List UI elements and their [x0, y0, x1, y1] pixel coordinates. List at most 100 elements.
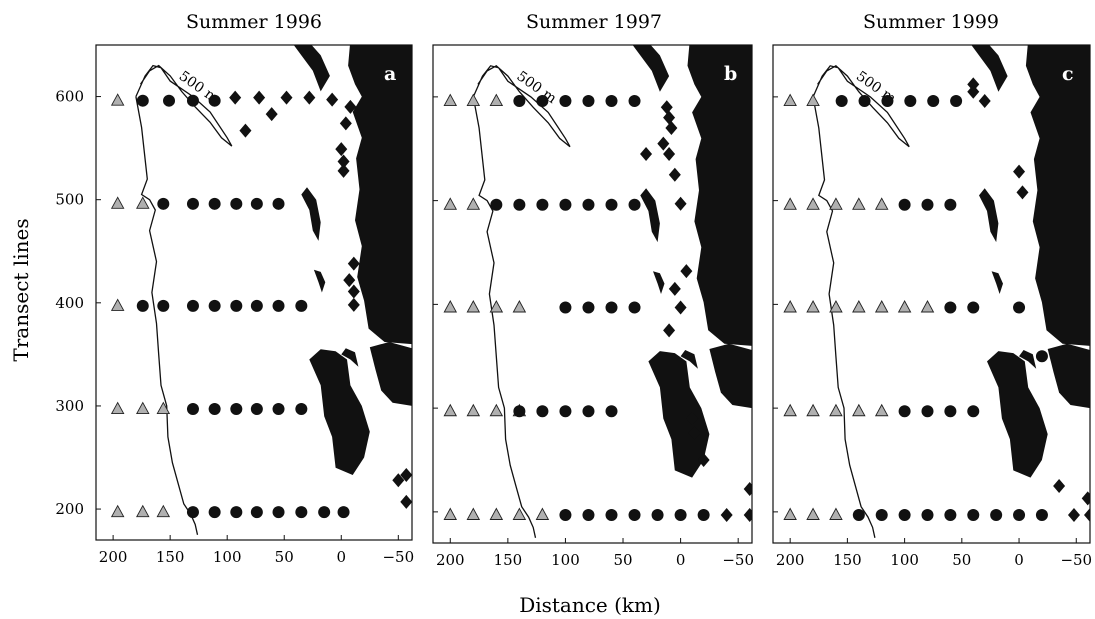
triangle-point: [535, 507, 550, 520]
circle-point: [582, 198, 595, 211]
small-island-2: [313, 269, 326, 293]
diamond-point: [674, 196, 687, 211]
circle-point: [295, 403, 308, 416]
diamond-point: [660, 100, 673, 115]
diamond-point: [265, 107, 278, 122]
circle-point: [651, 508, 664, 521]
data-markers: [110, 90, 412, 519]
circle-point: [186, 403, 199, 416]
circle-point: [536, 95, 549, 108]
contour-500m-loop: [812, 65, 910, 148]
mainland-polygon: [348, 45, 412, 345]
triangle-point: [110, 93, 125, 106]
triangle-point: [829, 403, 843, 417]
circle-point: [605, 508, 618, 521]
circle-point: [536, 405, 549, 418]
x-axis-label: Distance (km): [519, 593, 661, 617]
circle-point: [898, 405, 911, 418]
circle-point: [628, 95, 641, 108]
triangle-point: [466, 507, 481, 520]
diamond-point: [665, 121, 678, 135]
panel-letter: b: [724, 63, 737, 85]
triangle-point: [783, 507, 797, 520]
circle-point: [605, 95, 618, 108]
circle-point: [208, 506, 221, 519]
contour-500m-loop: [135, 64, 233, 147]
circle-point: [163, 94, 176, 107]
circle-point: [582, 405, 595, 418]
triangle-point: [897, 300, 912, 313]
circle-point: [208, 94, 221, 107]
y-tick-label: 300: [55, 397, 84, 415]
triangle-point: [110, 196, 125, 209]
southern-island-polygon: [648, 351, 710, 478]
circle-point: [536, 198, 549, 211]
circle-point: [230, 197, 243, 210]
mainland-polygon: [1025, 45, 1090, 346]
circle-point: [186, 506, 199, 519]
circle-point: [250, 403, 263, 416]
circle-point: [513, 198, 526, 211]
triangle-point: [110, 298, 125, 311]
diamond-point: [343, 273, 356, 288]
diamond-point: [978, 94, 991, 109]
land-mass: [812, 45, 1090, 538]
northern-island-polygon: [971, 45, 1008, 92]
x-tick-label: 50: [952, 551, 971, 569]
diamond-point: [337, 154, 350, 169]
triangle-point: [920, 300, 935, 313]
eastern-island-polygon: [709, 343, 752, 409]
circle-point: [250, 197, 263, 210]
diamond-point: [303, 90, 316, 105]
circle-point: [944, 508, 957, 521]
triangle-point: [512, 507, 527, 520]
circle-point: [628, 508, 641, 521]
triangle-point: [806, 197, 820, 210]
circle-point: [230, 403, 243, 416]
circle-point: [513, 95, 526, 108]
small-island-2: [653, 271, 665, 294]
circle-point: [875, 508, 888, 521]
circle-point: [1035, 508, 1048, 521]
diamond-point: [967, 84, 980, 99]
diamond-point: [674, 300, 687, 315]
diamond-point: [347, 256, 360, 271]
circle-point: [628, 198, 641, 211]
diamond-point: [720, 507, 733, 522]
diamond-point: [663, 323, 676, 338]
x-tick-label: 100: [890, 551, 919, 569]
diamond-point: [239, 123, 252, 138]
southern-island-polygon: [987, 351, 1048, 478]
triangle-point: [466, 300, 481, 313]
triangle-point: [110, 401, 125, 414]
diamond-point: [1053, 478, 1066, 493]
circle-point: [157, 197, 170, 210]
circle-point: [513, 405, 526, 418]
triangle-point: [136, 401, 150, 414]
diamond-point: [1016, 185, 1029, 200]
data-markers: [443, 93, 752, 522]
circle-point: [697, 508, 710, 521]
triangle-point: [806, 403, 820, 417]
x-tick-label: 0: [676, 551, 686, 569]
triangle-point: [829, 300, 843, 313]
triangle-point: [443, 507, 458, 520]
circle-point: [230, 506, 243, 519]
triangle-point: [829, 197, 843, 210]
small-island-3: [341, 348, 359, 367]
circle-point: [250, 506, 263, 519]
circle-point: [582, 95, 595, 108]
triangle-point: [466, 403, 481, 417]
circle-point: [157, 299, 170, 312]
circle-point: [250, 299, 263, 312]
panel-letter: c: [1062, 63, 1074, 85]
circle-point: [295, 299, 308, 312]
diamond-point: [335, 142, 348, 157]
x-tick-label: −50: [1060, 551, 1092, 569]
diamond-point: [668, 281, 681, 296]
northern-island-polygon: [632, 45, 670, 92]
triangle-point: [783, 403, 797, 417]
